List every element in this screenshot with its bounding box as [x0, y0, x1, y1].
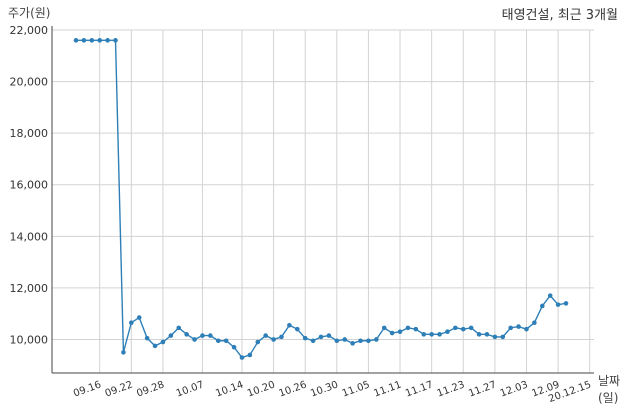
x-tick-label: 10.26 — [278, 379, 309, 399]
price-point — [460, 326, 466, 332]
x-tick-label: 10.14 — [214, 379, 245, 399]
price-point — [318, 334, 324, 340]
price-point — [350, 341, 355, 346]
price-point — [516, 324, 521, 329]
price-point — [555, 302, 561, 307]
price-point — [302, 335, 308, 341]
price-point — [334, 338, 340, 344]
price-point — [136, 315, 142, 320]
price-point — [152, 343, 158, 349]
x-tick-label: 09.22 — [104, 379, 135, 399]
price-point — [271, 337, 276, 342]
price-point — [429, 332, 434, 337]
price-point — [113, 38, 118, 43]
grid-layer — [52, 29, 594, 373]
price-point — [263, 333, 268, 338]
price-point — [539, 303, 545, 309]
x-axis-label: 날짜(일) — [598, 374, 621, 405]
y-tick-label: 20,000 — [10, 76, 49, 89]
price-point — [294, 326, 300, 332]
price-point — [524, 326, 529, 332]
price-point — [374, 337, 379, 342]
price-point — [453, 325, 458, 331]
price-point — [366, 338, 371, 344]
price-point — [405, 325, 411, 331]
price-point — [200, 333, 205, 338]
price-point — [208, 333, 213, 338]
price-point — [437, 332, 442, 337]
price-point — [563, 301, 569, 306]
price-line — [76, 39, 567, 359]
price-point — [500, 334, 506, 340]
price-point — [326, 333, 332, 338]
x-tick-label: 10.07 — [175, 379, 206, 399]
series-layer — [73, 38, 569, 360]
price-point — [492, 334, 498, 340]
x-tick-label: 09.28 — [135, 379, 166, 399]
price-point — [81, 38, 87, 43]
price-point — [247, 352, 253, 358]
price-point — [239, 355, 245, 360]
price-point — [105, 38, 110, 43]
price-point — [381, 325, 387, 331]
price-point — [445, 329, 450, 335]
y-tick-label: 10,000 — [10, 333, 49, 346]
chart-title: 태영건설, 최근 3개월 — [501, 8, 618, 23]
price-point — [287, 322, 292, 328]
price-point — [89, 38, 95, 43]
price-point — [129, 320, 134, 326]
price-point — [160, 339, 166, 345]
price-point — [476, 332, 482, 337]
price-point — [97, 38, 103, 43]
price-point — [484, 332, 490, 337]
price-point — [468, 325, 474, 331]
x-tick-label: 11.27 — [467, 379, 498, 399]
y-tick-label: 18,000 — [10, 127, 49, 140]
price-point — [310, 338, 316, 344]
price-point — [231, 344, 237, 350]
x-tick-label: 11.05 — [341, 379, 372, 399]
price-point — [184, 332, 189, 337]
x-tick-label: 12.03 — [499, 379, 530, 399]
x-tick-label: 10.30 — [309, 379, 340, 399]
price-point — [168, 333, 174, 338]
y-tick-label: 22,000 — [10, 24, 49, 37]
price-point — [223, 338, 229, 344]
price-point — [279, 334, 284, 340]
price-point — [532, 320, 537, 326]
price-point — [255, 339, 261, 345]
price-point — [144, 335, 150, 341]
price-point — [547, 293, 553, 298]
x-tick-label: 09.16 — [72, 379, 103, 399]
price-point — [176, 325, 182, 331]
price-point — [215, 338, 221, 344]
y-axis-label: 주가(원) — [8, 6, 51, 20]
y-tick-label: 16,000 — [10, 179, 49, 192]
price-point — [508, 325, 513, 331]
price-point — [397, 329, 403, 335]
price-point — [413, 326, 419, 332]
x-tick-label: 11.17 — [404, 379, 435, 399]
price-point — [389, 330, 395, 336]
x-tick-label: 10.20 — [246, 379, 277, 399]
price-point — [73, 38, 79, 43]
price-point — [358, 338, 363, 344]
price-point — [192, 337, 197, 342]
price-point — [421, 332, 427, 337]
x-tick-label: 11.11 — [372, 379, 403, 399]
x-tick-label: 11.23 — [436, 379, 467, 399]
y-tick-label: 12,000 — [10, 282, 49, 295]
y-tick-label: 14,000 — [10, 230, 49, 243]
price-point — [121, 350, 126, 355]
price-point — [342, 337, 348, 342]
